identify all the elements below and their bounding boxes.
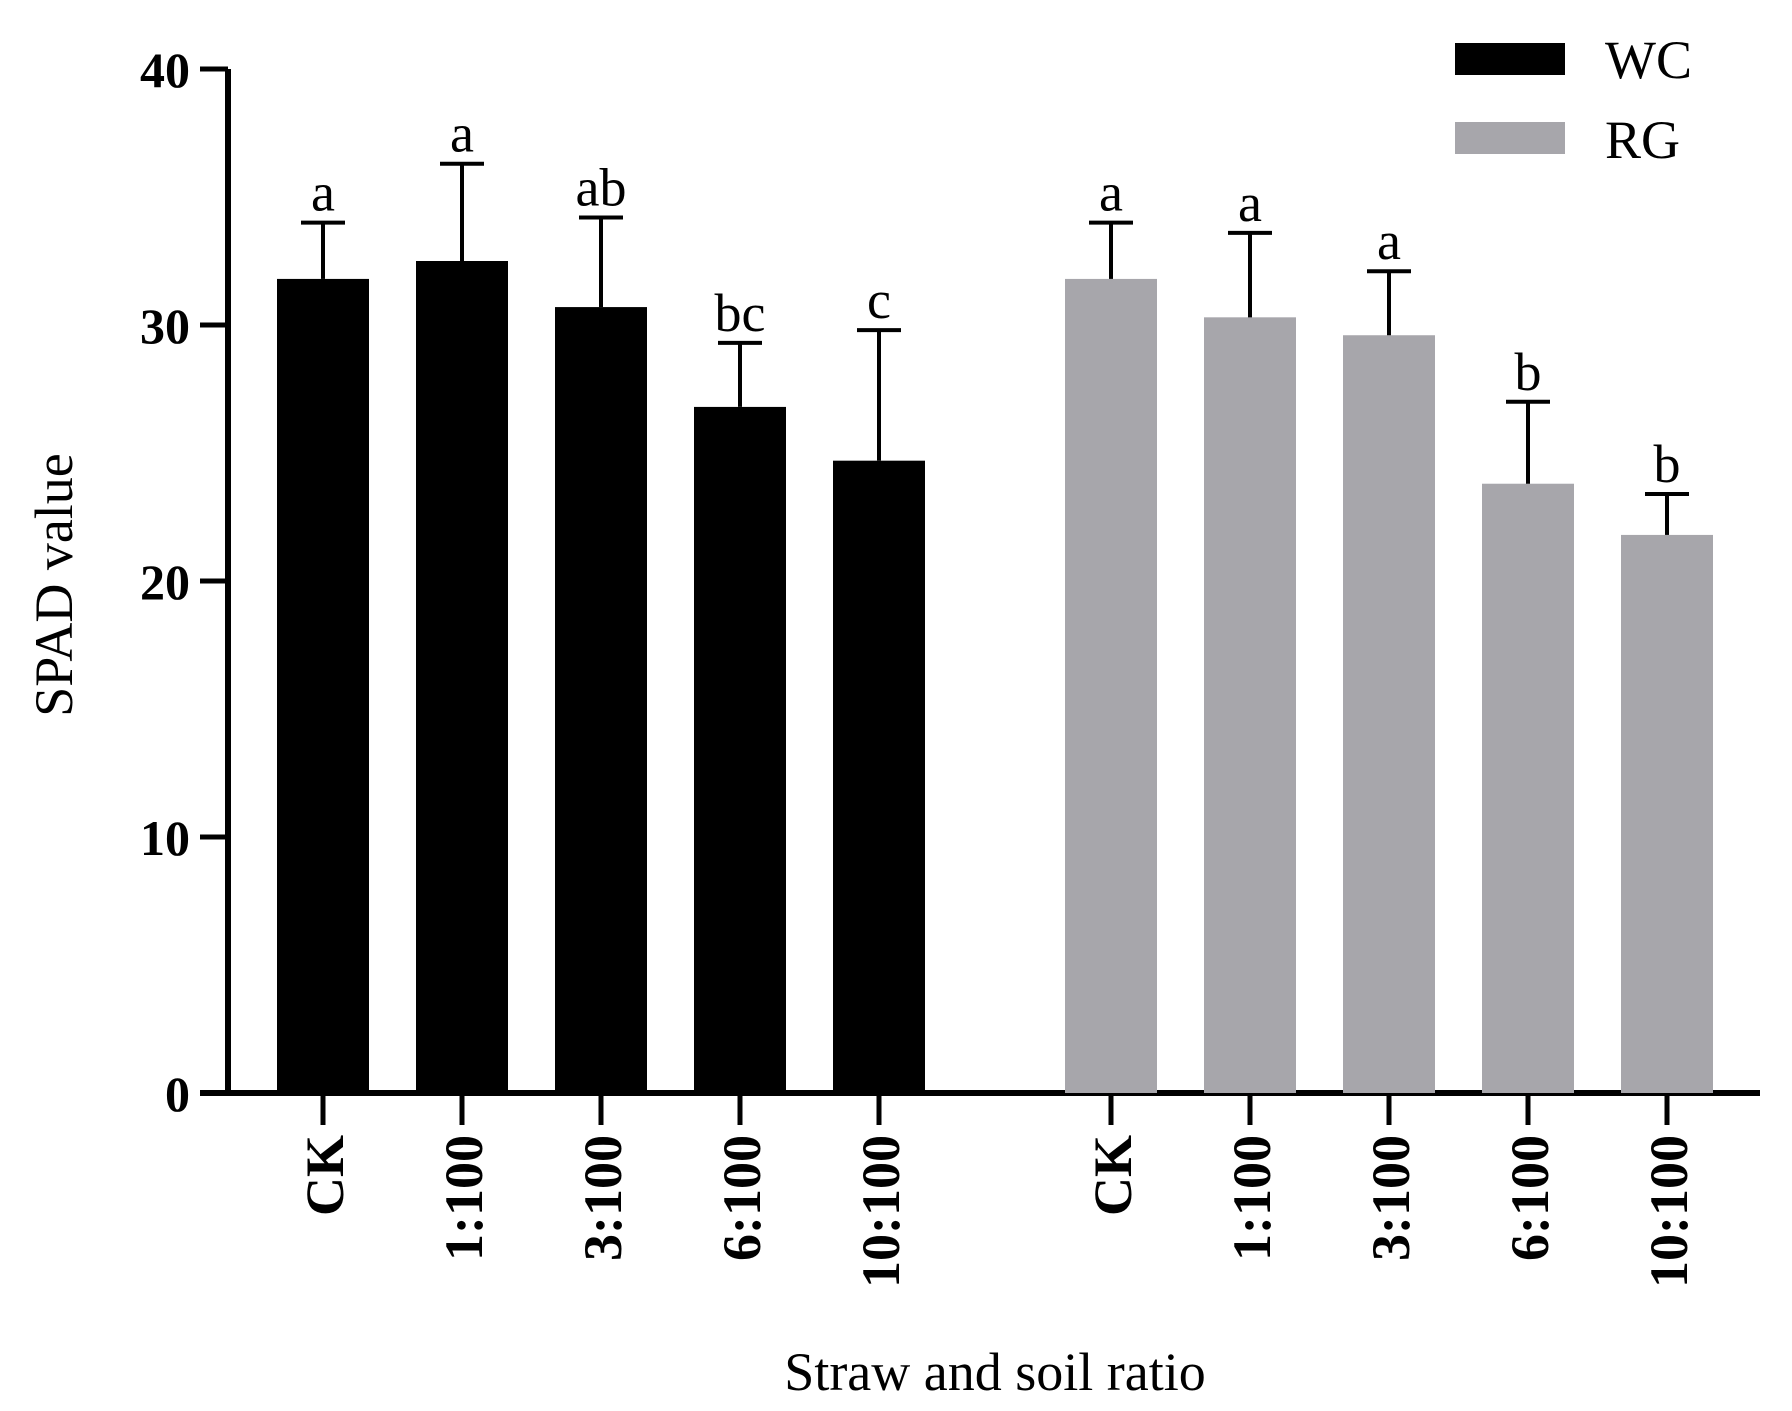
significance-label-rg-3-100: a: [1377, 211, 1401, 271]
y-tick-label-0: 0: [165, 1066, 190, 1122]
bar-wc-10-100: [833, 460, 925, 1093]
y-axis-label: SPAD value: [24, 453, 84, 717]
bar-rg-10-100: [1621, 534, 1713, 1093]
x-tick-label-wc-10-100: 10:100: [851, 1135, 911, 1288]
legend-label-rg: RG: [1605, 110, 1680, 170]
y-ticks-layer: 0 10 20 30 40: [140, 42, 228, 1122]
x-tick-label-rg-6-100: 6:100: [1500, 1135, 1560, 1261]
x-tick-label-rg-3-100: 3:100: [1361, 1135, 1421, 1261]
legend: WC RG: [1455, 30, 1692, 170]
bar-wc-6-100: [694, 406, 786, 1093]
significance-label-wc-1-100: a: [450, 104, 474, 164]
x-tick-label-wc-6-100: 6:100: [712, 1135, 772, 1261]
bar-wc-1-100: [416, 261, 508, 1093]
significance-label-wc-ck: a: [311, 163, 335, 223]
y-tick-label-40: 40: [140, 42, 190, 98]
significance-label-rg-6-100: b: [1515, 342, 1542, 402]
significance-label-wc-3-100: ab: [576, 157, 627, 217]
x-tick-label-wc-3-100: 3:100: [573, 1135, 633, 1261]
x-axis-label: Straw and soil ratio: [784, 1342, 1205, 1402]
x-tick-label-rg-ck: CK: [1083, 1135, 1143, 1216]
legend-label-wc: WC: [1605, 30, 1692, 90]
bar-rg-ck: [1065, 278, 1157, 1093]
x-tick-label-wc-ck: CK: [295, 1135, 355, 1216]
legend-swatch-wc: [1455, 43, 1565, 75]
x-ticks-layer: CK 1:100 3:100 6:100 10:100 CK 1:100 3:100 6:100…: [295, 1093, 1699, 1288]
bar-rg-1-100: [1204, 317, 1296, 1093]
y-tick-label-30: 30: [140, 298, 190, 354]
significance-label-rg-ck: a: [1099, 163, 1123, 223]
significance-label-rg-10-100: b: [1654, 434, 1681, 494]
bar-wc-3-100: [555, 307, 647, 1094]
x-tick-label-wc-1-100: 1:100: [434, 1135, 494, 1261]
y-tick-label-20: 20: [140, 554, 190, 610]
y-tick-label-10: 10: [140, 810, 190, 866]
x-tick-label-rg-10-100: 10:100: [1639, 1135, 1699, 1288]
x-tick-label-rg-1-100: 1:100: [1222, 1135, 1282, 1261]
bar-rg-3-100: [1343, 335, 1435, 1093]
significance-label-rg-1-100: a: [1238, 173, 1262, 233]
significance-label-wc-10-100: c: [867, 270, 891, 330]
legend-swatch-rg: [1455, 122, 1565, 154]
bar-rg-6-100: [1482, 483, 1574, 1094]
bar-wc-ck: [277, 278, 369, 1093]
significance-label-wc-6-100: bc: [715, 283, 766, 343]
